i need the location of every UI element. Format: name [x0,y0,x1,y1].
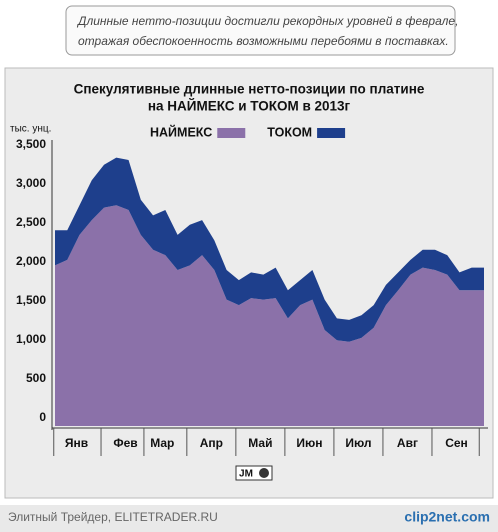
y-tick-label: 1,000 [16,332,46,346]
footer-bar [0,505,498,532]
x-tick-label: Июл [345,436,371,450]
x-tick-label: Май [248,436,272,450]
y-axis-label: тыс. унц. [10,124,51,135]
caption: отражая обеспокоенность возможными переб… [78,34,449,48]
watermark: clip2net.com [404,509,490,525]
x-tick-label: Фев [113,436,137,450]
chart-title: Спекулятивные длинные нетто-позиции по п… [74,82,425,97]
caption: Длинные нетто-позиции достигли рекордных… [76,14,458,28]
y-tick-label: 3,500 [16,137,46,151]
caption-box [65,5,456,56]
legend-swatch [317,128,346,138]
legend-swatch [217,128,246,138]
legend-label: НАЙМЕКС [150,124,212,139]
logo-icon [259,468,269,478]
y-tick-label: 2,500 [16,215,46,229]
logo: JM [239,469,253,480]
y-tick-label: 3,000 [16,176,46,190]
y-tick-label: 2,000 [16,254,46,268]
x-tick-label: Мар [150,436,174,450]
x-tick-label: Июн [296,436,322,450]
footer: Элитный Трейдер, ELITETRADER.RU [8,510,218,524]
y-tick-label: 1,500 [16,293,46,307]
plot: 0 500 1,000 1,500 2,000 2,500 3,000 3,500 Янв Фев… [16,124,488,456]
area [55,205,484,426]
x-tick-label: Апр [200,436,223,450]
x-tick-label: Сен [445,436,468,450]
area [55,157,484,342]
y-tick-label: 500 [26,371,46,385]
x-tick-label: Янв [65,436,88,450]
x-tick-label: Авг [397,436,418,450]
chart-title: на НАЙМЕКС и ТОКОМ в 2013г [148,99,351,114]
y-tick-label: 0 [39,410,46,424]
legend-label: ТОКОМ [267,125,312,139]
